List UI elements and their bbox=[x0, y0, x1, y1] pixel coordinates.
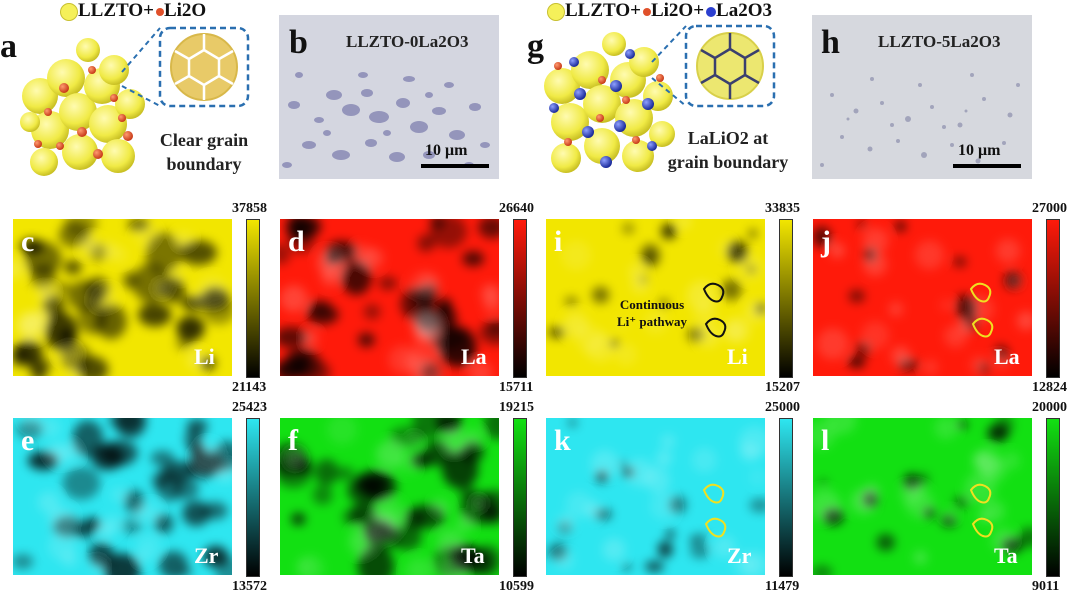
eds-map-l-colorbar bbox=[1046, 418, 1060, 577]
eds-map-e bbox=[13, 418, 232, 575]
panel-g-caption-line1: LaLiO2 at bbox=[687, 128, 769, 148]
eds-map-c-colorbar bbox=[246, 219, 260, 378]
pathway-outline bbox=[704, 517, 727, 538]
panel-a-grain-illustration bbox=[20, 26, 250, 176]
eds-map-j-element: La bbox=[994, 344, 1020, 369]
eds-map-e-max: 25423 bbox=[232, 400, 267, 415]
grain-cluster-g bbox=[544, 32, 675, 173]
eds-map-c-label: c bbox=[21, 225, 35, 258]
eds-map-i-max: 33835 bbox=[765, 201, 800, 216]
eds-map-c bbox=[13, 219, 232, 376]
eds-map-l bbox=[813, 418, 1032, 575]
panel-a-caption-line1: Clear grain bbox=[159, 130, 249, 150]
llzto-grain-icon bbox=[547, 2, 565, 21]
eds-map-i-min: 15207 bbox=[765, 380, 800, 395]
pathway-outline bbox=[969, 483, 992, 504]
panel-a-label: a bbox=[0, 28, 17, 65]
legend-g-la2o3: La2O3 bbox=[716, 0, 772, 21]
eds-map-e-element: Zr bbox=[194, 543, 219, 568]
panel-b-title: LLZTO-0La2O3 bbox=[346, 32, 469, 51]
eds-map-e-min: 13572 bbox=[232, 579, 267, 594]
panel-g-legend: LLZTO+ Li2O+ La2O3 bbox=[547, 0, 772, 22]
eds-map-e-label: e bbox=[21, 424, 35, 457]
eds-map-k-element: Zr bbox=[727, 543, 752, 568]
eds-map-i-label: i bbox=[554, 225, 563, 258]
li2o-particle-icon bbox=[642, 7, 651, 16]
panel-a-legend: LLZTO+ Li2O bbox=[60, 0, 206, 22]
eds-map-d bbox=[280, 219, 499, 376]
panel-h-scalebar-label: 10 μm bbox=[958, 142, 1001, 159]
eds-map-f-min: 10599 bbox=[499, 579, 534, 594]
legend-a-llzto: LLZTO+ bbox=[78, 0, 154, 21]
eds-map-c-max: 37858 bbox=[232, 201, 267, 216]
panel-h-label: h bbox=[821, 24, 840, 61]
eds-map-e-colorbar bbox=[246, 418, 260, 577]
eds-map-i-colorbar bbox=[779, 219, 793, 378]
eds-map-k-min: 11479 bbox=[765, 579, 800, 594]
li2o-particle-icon bbox=[155, 7, 164, 16]
panel-g-grain-illustration bbox=[544, 24, 776, 173]
eds-map-d-element: La bbox=[461, 344, 487, 369]
pathway-outline bbox=[704, 317, 727, 338]
legend-g-llzto: LLZTO+ bbox=[565, 0, 641, 21]
eds-map-f-max: 19215 bbox=[499, 400, 534, 415]
panel-b-micrograph bbox=[279, 15, 499, 179]
panel-g-label: g bbox=[527, 28, 544, 65]
eds-map-k-colorbar bbox=[779, 418, 793, 577]
eds-map-f-colorbar bbox=[513, 418, 527, 577]
panel-b-scalebar bbox=[421, 164, 489, 168]
eds-map-j-colorbar bbox=[1046, 219, 1060, 378]
pathway-outline bbox=[971, 317, 994, 338]
panel-h-pores bbox=[820, 73, 1020, 167]
eds-map-j bbox=[813, 219, 1032, 376]
eds-map-k-max: 25000 bbox=[765, 400, 800, 415]
eds-map-d-label: d bbox=[288, 225, 305, 258]
eds-map-j-label: j bbox=[821, 225, 831, 258]
eds-map-d-colorbar bbox=[513, 219, 527, 378]
pathway-outline bbox=[702, 282, 725, 303]
eds-map-f bbox=[280, 418, 499, 575]
pathway-outline bbox=[971, 517, 994, 538]
eds-map-f-label: f bbox=[288, 424, 298, 457]
eds-map-d-min: 15711 bbox=[499, 380, 534, 395]
panel-h-micrograph bbox=[812, 15, 1032, 179]
legend-a-li2o: Li2O bbox=[163, 0, 207, 21]
eds-map-d-max: 26640 bbox=[499, 201, 534, 216]
eds-map-l-label: l bbox=[821, 424, 830, 457]
eds-map-l-min: 9011 bbox=[1032, 579, 1060, 594]
eds-map-j-min: 12824 bbox=[1032, 380, 1067, 395]
panel-a-caption-line2: boundary bbox=[166, 154, 242, 175]
eds-map-c-min: 21143 bbox=[232, 380, 267, 395]
eds-map-i bbox=[546, 219, 765, 376]
panel-g-caption-line2: grain boundary bbox=[667, 152, 789, 173]
eds-map-k-label: k bbox=[554, 424, 571, 457]
eds-map-j-max: 27000 bbox=[1032, 201, 1067, 216]
panel-a-caption: Clear grain boundary bbox=[136, 128, 272, 177]
eds-map-i-annotation: Continuous Li⁺ pathway bbox=[602, 297, 702, 331]
panel-g-caption: LaLiO2 at grain boundary bbox=[652, 126, 804, 175]
la2o3-particle-icon bbox=[706, 6, 717, 17]
panel-b-label: b bbox=[289, 24, 308, 61]
pathway-outline bbox=[702, 483, 725, 504]
eds-map-c-element: Li bbox=[194, 344, 215, 369]
eds-map-f-element: Ta bbox=[461, 543, 485, 568]
pathway-outline bbox=[969, 282, 992, 303]
panel-h-scalebar bbox=[953, 164, 1021, 168]
annotation-line-2: Li⁺ pathway bbox=[616, 313, 688, 329]
eds-map-l-max: 20000 bbox=[1032, 400, 1067, 415]
panel-h-title: LLZTO-5La2O3 bbox=[878, 32, 1001, 51]
eds-map-i-element: Li bbox=[727, 344, 748, 369]
grain-cluster-a bbox=[20, 38, 145, 176]
eds-map-l-element: Ta bbox=[994, 543, 1018, 568]
annotation-line-1: Continuous bbox=[619, 297, 685, 312]
llzto-grain-icon bbox=[60, 2, 78, 21]
panel-b-scalebar-label: 10 μm bbox=[425, 142, 468, 159]
legend-g-li2o: Li2O+ bbox=[650, 0, 705, 21]
eds-map-k bbox=[546, 418, 765, 575]
